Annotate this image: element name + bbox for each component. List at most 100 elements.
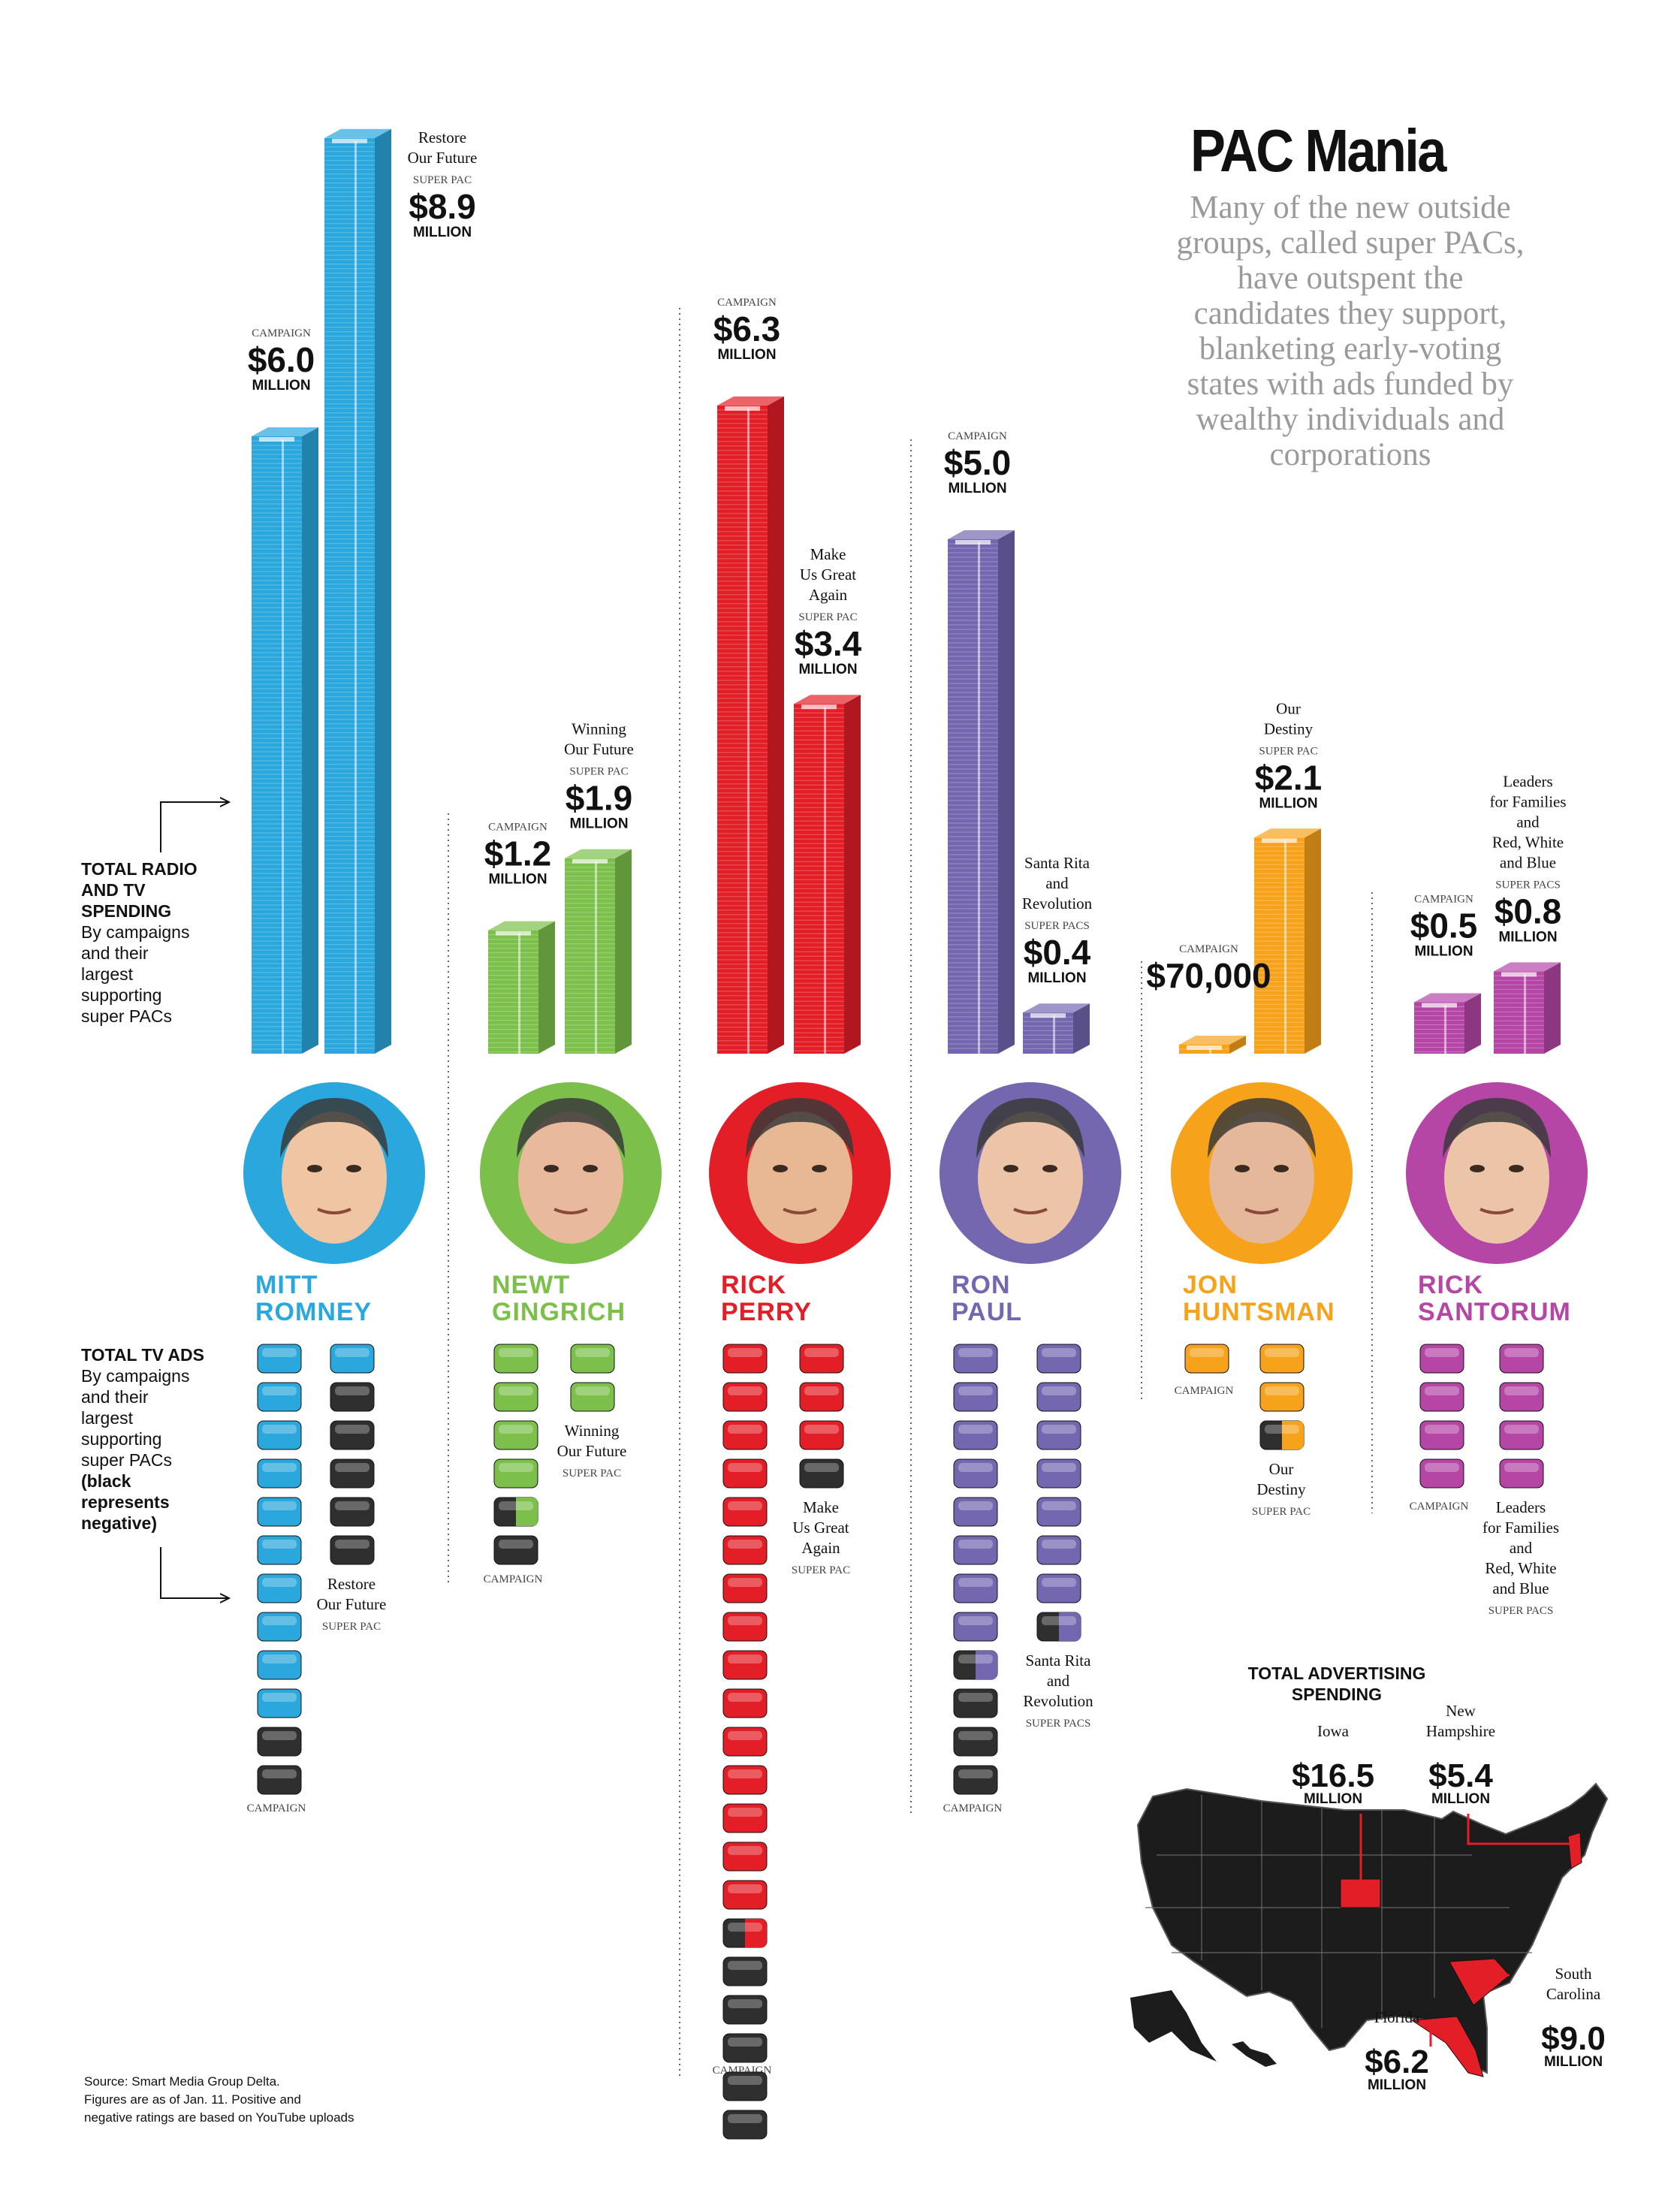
tv-ad-body <box>330 1344 375 1374</box>
pac-type-label: SUPER PAC <box>413 174 472 186</box>
state-amount: $9.0 <box>1541 2020 1606 2057</box>
tv-ad-shine <box>728 2114 762 2123</box>
tv-ad-icon <box>799 1458 844 1489</box>
bar-top <box>1254 828 1321 838</box>
tv-ad-body <box>1499 1382 1544 1412</box>
tv-ad-shine <box>499 1501 533 1510</box>
hawaii-shape <box>1232 2041 1277 2067</box>
candidate-last-name: ROMNEY <box>255 1298 372 1326</box>
tv-pac-name: Our Future <box>317 1595 387 1613</box>
bar-front <box>324 137 375 1054</box>
tv-ad-icon <box>953 1765 998 1795</box>
unit-label: MILLION <box>717 347 776 363</box>
tv-ad-shine <box>262 1693 297 1702</box>
tv-ad-shine <box>1265 1348 1299 1357</box>
bar-bill-lines <box>1494 972 1544 1054</box>
amount-label: $0.8 <box>1495 891 1562 931</box>
tv-ad-body <box>1036 1382 1081 1412</box>
tv-pac-type: SUPER PAC <box>792 1564 850 1576</box>
tv-ad-icon <box>1036 1535 1081 1565</box>
portrait-eye <box>1042 1165 1057 1172</box>
map-title-line: TOTAL ADVERTISING <box>1248 1664 1426 1683</box>
tv-ad-shine <box>499 1386 533 1395</box>
tv-ad-icon <box>493 1420 538 1450</box>
source-line: negative ratings are based on YouTube up… <box>84 2110 354 2125</box>
tv-ad-icon <box>722 1880 768 1910</box>
tv-ad-icon <box>722 1344 768 1374</box>
tv-pac-name: and Blue <box>1492 1579 1549 1597</box>
tv-ad-body <box>799 1458 844 1489</box>
portrait-hair <box>746 1098 854 1158</box>
tv-ad-shine <box>1042 1501 1076 1510</box>
tv-ad-icon <box>257 1382 302 1412</box>
tv-ad-shine <box>335 1501 369 1510</box>
tv-ad-icon <box>330 1497 375 1527</box>
tv-ad-body <box>1419 1382 1464 1412</box>
bar-top <box>1414 993 1481 1003</box>
tv-pac-type: SUPER PACS <box>1026 1718 1091 1730</box>
state-unit: MILLION <box>1368 2077 1426 2093</box>
portrait-face <box>1444 1112 1549 1244</box>
tv-pac-name: Destiny <box>1256 1480 1306 1498</box>
tv-pac-type: SUPER PAC <box>563 1467 621 1480</box>
tv-ad-icon <box>1036 1344 1081 1374</box>
portrait-hair <box>1443 1098 1551 1158</box>
tv-ad-body <box>953 1382 998 1412</box>
tv-pac-name: Restore <box>327 1575 376 1593</box>
unit-label: MILLION <box>1259 795 1317 811</box>
tv-ad-shine <box>499 1348 533 1357</box>
tv-ad-icon <box>799 1344 844 1374</box>
tv-ad-body <box>799 1344 844 1374</box>
tv-ad-shine <box>1042 1463 1076 1472</box>
candidate-first-name: RICK <box>1418 1271 1483 1299</box>
candidate-portrait <box>709 1082 891 1264</box>
candidate-first-name: MITT <box>255 1271 318 1299</box>
tv-ad-icon <box>330 1458 375 1489</box>
radio-tv-heading-line: AND TV <box>81 880 146 900</box>
tv-pac-name: Our Future <box>557 1442 627 1460</box>
tv-ad-shine <box>958 1616 993 1625</box>
candidate-first-name: JON <box>1183 1271 1238 1299</box>
tv-ad-icon <box>1419 1458 1464 1489</box>
amount-label: $6.0 <box>248 340 315 379</box>
tv-ad-shine <box>958 1693 993 1702</box>
tv-ad-shine <box>958 1540 993 1549</box>
tv-ad-shine <box>1042 1540 1076 1549</box>
bar-side <box>998 530 1015 1054</box>
tv-ad-icon <box>722 1956 768 1986</box>
tv-ad-icon <box>1499 1344 1544 1374</box>
pac-name-label: Restore <box>418 128 466 146</box>
tv-ad-body <box>722 1344 768 1374</box>
tv-ad-icon <box>722 1688 768 1718</box>
tv-ad-body <box>257 1573 302 1603</box>
tv-ad-icon <box>570 1344 615 1374</box>
tv-ad-body <box>1036 1458 1081 1489</box>
tv-ads-label: TOTAL TV ADS By campaigns and their larg… <box>81 1344 204 1534</box>
tv-ad-shine <box>1042 1425 1076 1434</box>
source-line: Source: Smart Media Group Delta. <box>84 2074 280 2089</box>
candidate-last-name: GINGRICH <box>492 1298 626 1326</box>
portrait-eye <box>1274 1165 1289 1172</box>
tv-ad-shine <box>728 1425 762 1434</box>
bar-front <box>488 930 538 1054</box>
unit-label: MILLION <box>1027 970 1086 986</box>
tv-ad-shine <box>728 1578 762 1587</box>
tv-ad-body <box>257 1727 302 1757</box>
tv-ad-icon <box>1036 1497 1081 1527</box>
alaska-shape <box>1130 1990 1217 2062</box>
tv-ad-shine <box>728 1693 762 1702</box>
pac-type-label: SUPER PACS <box>1495 879 1561 891</box>
amount-label: $1.9 <box>566 779 633 818</box>
tv-ad-shine <box>335 1348 369 1357</box>
tv-ad-shine <box>335 1386 369 1395</box>
pac-name-label: Winning <box>572 720 626 738</box>
tv-ad-icon <box>330 1535 375 1565</box>
tv-ad-shine <box>1425 1348 1459 1357</box>
candidate-portrait <box>1406 1082 1588 1264</box>
tv-ad-shine <box>728 1923 762 1932</box>
tv-ad-body <box>722 1765 768 1795</box>
source-line: Figures are as of Jan. 11. Positive and <box>84 2092 301 2107</box>
pac-name-label: Destiny <box>1264 719 1314 738</box>
amount-label: $8.9 <box>409 187 476 226</box>
tv-ad-body <box>493 1344 538 1374</box>
